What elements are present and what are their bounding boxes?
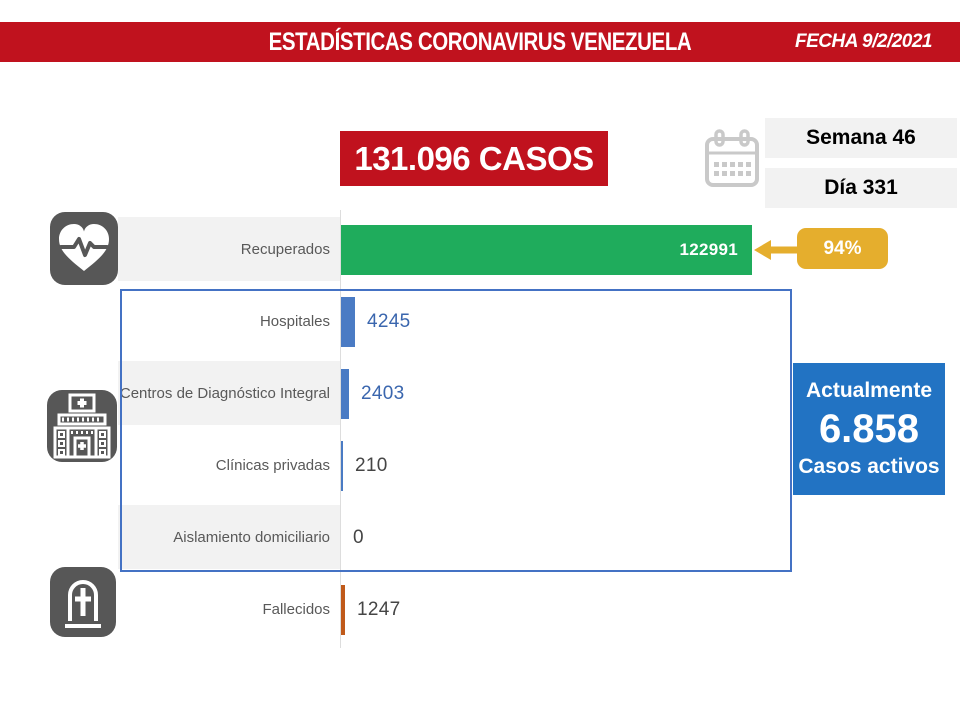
heart-pulse-icon [50,212,118,285]
chart-row: Clínicas privadas 210 [0,430,960,502]
chart-axis-line [340,210,341,648]
value-label: 0 [353,527,364,548]
category-label: Aislamiento domiciliario [118,505,340,569]
category-label: Fallecidos [118,577,340,641]
recovered-percent-badge: 94% [797,228,888,269]
day-label: Día 331 [765,168,957,208]
bar [341,297,355,347]
chart-row: Recuperados 122991 [0,214,960,286]
value-label: 122991 [679,240,738,259]
active-cases-value: 6.858 [818,407,920,451]
page-title: ESTADÍSTICAS CORONAVIRUS VENEZUELA [268,28,692,56]
active-cases-caption: Casos activos [798,455,940,478]
header-bar: ESTADÍSTICAS CORONAVIRUS VENEZUELA FECHA… [0,22,960,62]
category-label: Hospitales [118,289,340,353]
value-label: 2403 [361,383,405,404]
category-label: Clínicas privadas [118,433,340,497]
active-cases-heading: Actualmente [805,379,933,402]
value-label: 4245 [367,311,411,332]
bar [341,441,343,491]
bar [341,585,345,635]
chart-row: Centros de Diagnóstico Integral 2403 [0,358,960,430]
header-date: FECHA 9/2/2021 [795,31,932,52]
bar [341,225,752,275]
value-label: 210 [355,455,388,476]
calendar-icon [704,129,760,189]
chart-row: Fallecidos 1247 [0,574,960,646]
chart-row: Hospitales 4245 [0,286,960,358]
bar [341,369,349,419]
hospital-icon [47,390,117,462]
value-label: 1247 [357,599,401,620]
week-label: Semana 46 [765,118,957,158]
tombstone-icon [50,567,116,637]
category-label: Recuperados [118,217,340,281]
total-cases-box: 131.096 CASOS [340,131,608,186]
chart-row: Aislamiento domiciliario 0 [0,502,960,574]
arrow-left-icon [754,239,798,261]
active-cases-box: Actualmente 6.858 Casos activos [793,363,945,495]
category-label: Centros de Diagnóstico Integral [118,361,340,425]
